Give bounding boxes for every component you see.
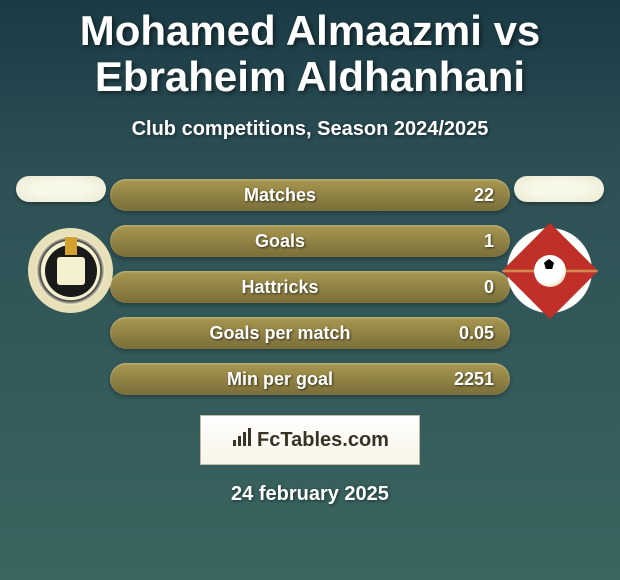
stat-row-hattricks: Hattricks 0: [110, 271, 510, 303]
stat-value: 0: [434, 277, 494, 298]
stat-label: Goals per match: [126, 323, 434, 344]
team-left-pill: [16, 176, 106, 202]
logo-text: FcTables.com: [257, 429, 389, 452]
date-text: 24 february 2025: [0, 483, 620, 506]
stat-value: 0.05: [434, 323, 494, 344]
subtitle: Club competitions, Season 2024/2025: [0, 118, 620, 141]
stat-value: 1: [434, 231, 494, 252]
team-left-badge: [28, 228, 113, 313]
stat-row-matches: Matches 22: [110, 179, 510, 211]
logo-box: FcTables.com: [200, 415, 420, 465]
badge-left-emblem: [57, 257, 85, 285]
chart-icon: [231, 426, 253, 454]
team-right-badge: [507, 228, 592, 313]
stat-label: Min per goal: [126, 369, 434, 390]
stat-value: 2251: [434, 369, 494, 390]
stat-row-min-per-goal: Min per goal 2251: [110, 363, 510, 395]
team-right-pill: [514, 176, 604, 202]
stat-row-goals-per-match: Goals per match 0.05: [110, 317, 510, 349]
stat-row-goals: Goals 1: [110, 225, 510, 257]
badge-right-ball-icon: [534, 255, 566, 287]
stat-label: Matches: [126, 185, 434, 206]
page-title: Mohamed Almaazmi vs Ebraheim Aldhanhani: [0, 0, 620, 100]
stat-label: Goals: [126, 231, 434, 252]
stat-label: Hattricks: [126, 277, 434, 298]
stat-value: 22: [434, 185, 494, 206]
